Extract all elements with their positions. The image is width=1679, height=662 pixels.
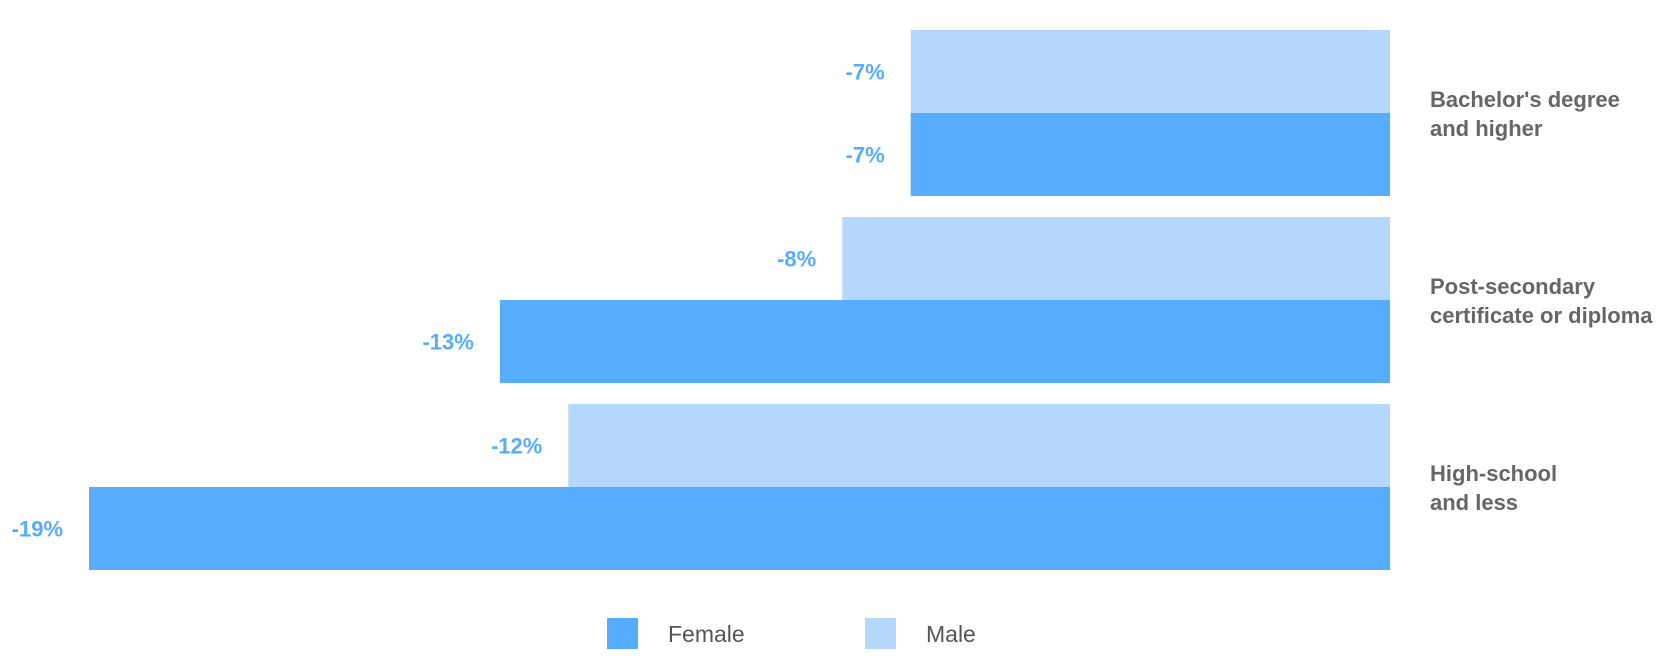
bar-female-2 [89,487,1390,570]
category-label-1-line-1: certificate or diploma [1430,303,1653,328]
value-label-male-1: -8% [777,247,816,272]
legend-label-male: Male [926,621,976,647]
value-label-male-0: -7% [846,60,885,85]
value-labels-layer: -7% -7% -8% -13% -12% -19% [12,60,885,542]
bar-male-2 [568,404,1390,487]
value-label-male-2: -12% [491,434,542,459]
legend-label-female: Female [668,621,745,647]
bars-layer [89,30,1390,570]
category-label-2-line-1: and less [1430,490,1518,515]
category-label-0-line-0: Bachelor's degree [1430,87,1620,112]
bar-male-0 [910,30,1390,113]
legend-swatch-male [865,618,896,649]
category-label-0-line-1: and higher [1430,116,1543,141]
bar-female-1 [499,300,1390,383]
value-label-female-0: -7% [846,143,885,168]
category-labels-layer: Bachelor's degree and higher Post-secondar… [1430,87,1653,515]
category-label-1-line-0: Post-secondary [1430,274,1596,299]
bar-male-1 [842,217,1390,300]
legend: Female Male [607,618,976,649]
legend-swatch-female [607,618,638,649]
value-label-female-1: -13% [422,330,473,355]
bar-female-0 [910,113,1390,196]
category-label-2-line-0: High-school [1430,461,1557,486]
value-label-female-2: -19% [12,517,63,542]
